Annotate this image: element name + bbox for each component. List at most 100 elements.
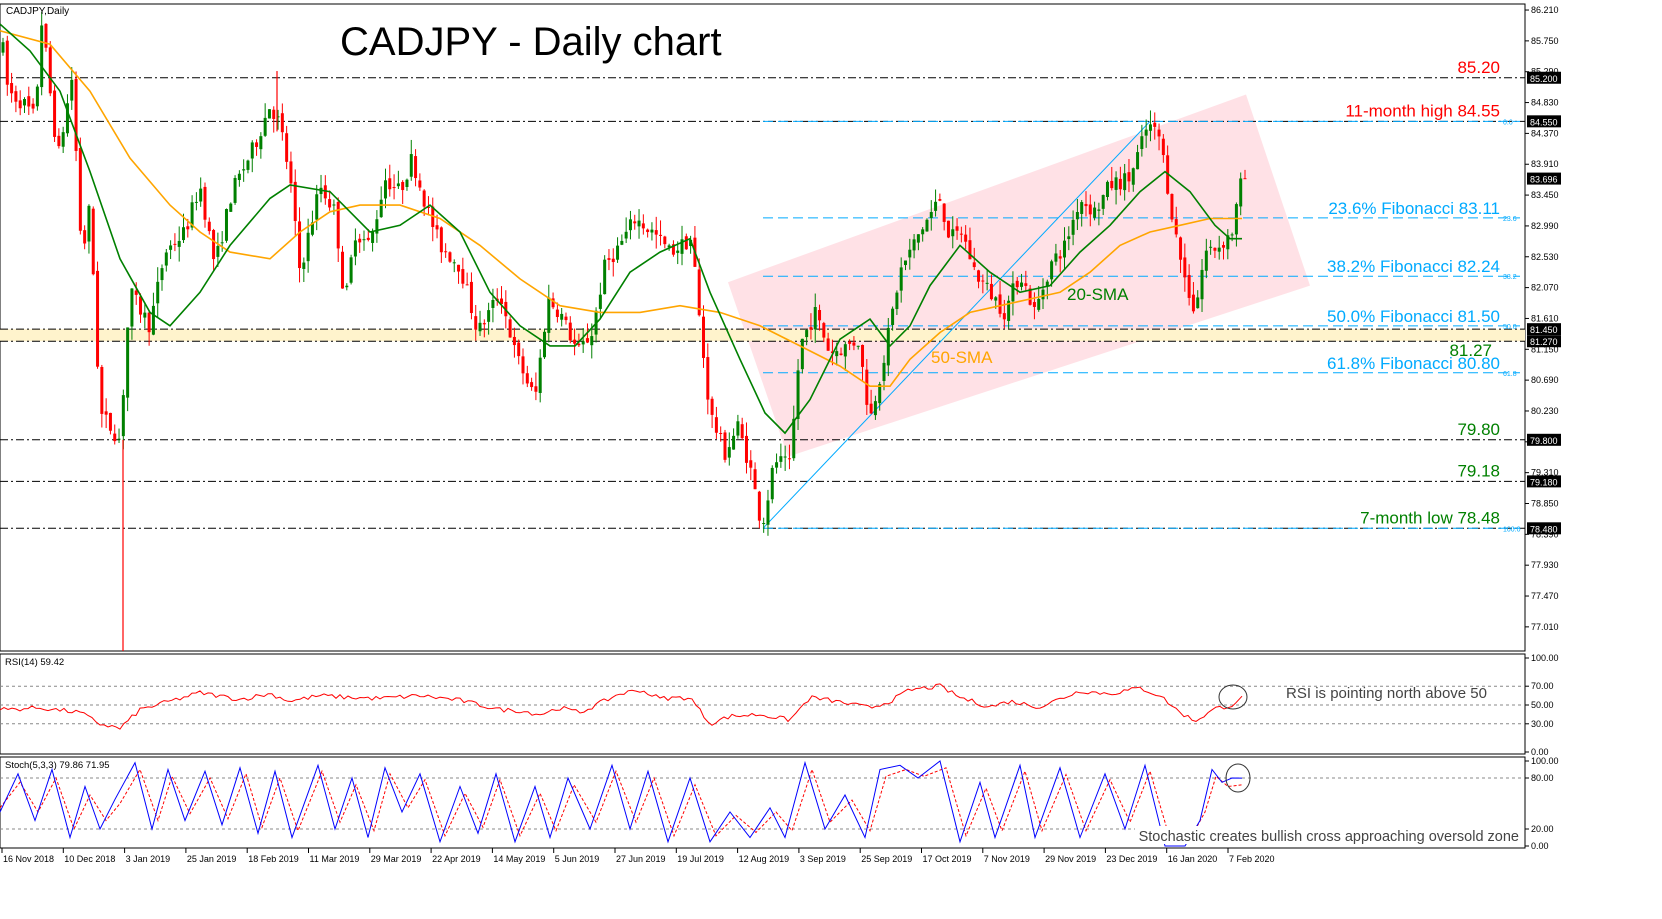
date-tick-label: 29 Nov 2019 xyxy=(1045,854,1096,864)
candle-body xyxy=(706,357,710,400)
price-tick-label: 80.230 xyxy=(1531,406,1559,416)
candle-body xyxy=(190,202,194,228)
price-tick-label: 83.450 xyxy=(1531,190,1559,200)
candle-body xyxy=(637,220,641,227)
candle-body xyxy=(1136,152,1140,170)
candle-body xyxy=(689,239,693,247)
candle-body xyxy=(461,269,465,284)
candle-body xyxy=(641,223,645,229)
price-tick-label: 78.850 xyxy=(1531,498,1559,508)
candle-body xyxy=(826,338,830,351)
price-tick-label: 83.910 xyxy=(1531,159,1559,169)
date-tick-label: 11 Mar 2019 xyxy=(310,854,360,864)
candle-body xyxy=(186,226,190,230)
candle-body xyxy=(624,231,628,239)
stoch-annotation: Stochastic creates bullish cross approac… xyxy=(1139,829,1519,845)
stoch-main-line xyxy=(0,760,1243,847)
candle-body xyxy=(156,281,160,304)
candle-body xyxy=(521,356,525,374)
fib-label-50.0: 50.0% Fibonacci 81.50 xyxy=(1327,307,1500,326)
candle-body xyxy=(951,229,955,237)
candle-body xyxy=(18,100,22,109)
candle-body xyxy=(676,250,680,253)
candle-body xyxy=(805,330,809,338)
date-axis: 16 Nov 2018 10 Dec 2018 3 Jan 2019 25 Jan 2… xyxy=(1,848,1275,864)
price-axis: 86.210 85.750 85.290 84.830 84.370 83.910 83.4… xyxy=(1525,5,1561,632)
candle-body xyxy=(255,142,259,147)
candle-body xyxy=(409,154,413,177)
candle-body xyxy=(959,233,963,235)
candle-body xyxy=(474,316,478,330)
date-tick-label: 25 Jan 2019 xyxy=(187,854,237,864)
rsi-line xyxy=(0,683,1243,730)
fibonacci-layer: 0.0 23.6 38.2 50.0 61.8 100.0 xyxy=(762,119,1521,533)
candle-body xyxy=(985,282,989,284)
candle-body xyxy=(1243,178,1247,180)
candle-body xyxy=(929,212,933,218)
date-tick-label: 5 Jun 2019 xyxy=(555,854,600,864)
candle-body xyxy=(164,252,168,266)
candle-body xyxy=(1054,253,1058,262)
stoch-tick-label: 0.00 xyxy=(1531,841,1549,851)
candle-body xyxy=(1179,237,1183,260)
zone-label: 81.27 xyxy=(1449,341,1492,360)
candle-body xyxy=(727,447,731,458)
candle-body xyxy=(478,322,482,332)
candle-body xyxy=(530,382,534,388)
candle-body xyxy=(972,262,976,268)
candle-body xyxy=(469,281,473,314)
axis-level-4-text: 78.480 xyxy=(1530,524,1558,534)
candle-body xyxy=(371,231,375,243)
candle-body xyxy=(568,322,572,341)
date-tick-label: 16 Jan 2020 xyxy=(1168,854,1218,864)
candle-body xyxy=(1037,298,1041,310)
candle-body xyxy=(628,219,632,231)
stoch-signal-line xyxy=(0,767,1243,840)
candle-body xyxy=(1114,177,1118,190)
candle-body xyxy=(96,270,100,367)
date-tick-label: 12 Aug 2019 xyxy=(739,854,790,864)
price-tick-label: 82.070 xyxy=(1531,283,1559,293)
candle-body xyxy=(1226,235,1230,250)
price-tick-label: 80.690 xyxy=(1531,375,1559,385)
axis-zone-bottom-box xyxy=(1527,335,1561,348)
candle-body xyxy=(1196,297,1200,309)
candle-body xyxy=(224,209,228,241)
candle-body xyxy=(534,386,538,392)
candle-body xyxy=(723,432,727,460)
candle-body xyxy=(263,117,267,136)
candle-body xyxy=(667,245,671,248)
candle-body xyxy=(710,398,714,415)
sma20-label: 20-SMA xyxy=(1067,285,1129,304)
candle-body xyxy=(736,421,740,436)
candle-body xyxy=(525,373,529,384)
candle-body xyxy=(134,290,138,295)
candle-body xyxy=(181,227,185,241)
candle-body xyxy=(276,116,280,118)
price-tick-label: 82.990 xyxy=(1531,221,1559,231)
candle-body xyxy=(938,199,942,201)
candle-body xyxy=(616,245,620,260)
candle-body xyxy=(744,435,748,463)
candle-body xyxy=(61,132,65,147)
fib-label-61.8: 61.8% Fibonacci 80.80 xyxy=(1327,354,1500,373)
candle-body xyxy=(27,96,31,107)
candle-body xyxy=(396,183,400,187)
axis-zone-top-box xyxy=(1527,323,1561,336)
level-label-1: 11-month high 84.55 xyxy=(1345,101,1500,120)
fib-level-61.8: 61.8 xyxy=(1503,371,1517,378)
candle-body xyxy=(659,234,663,236)
stoch-highlight-circle xyxy=(1225,763,1251,793)
candle-body xyxy=(302,262,306,269)
candle-body xyxy=(822,323,826,338)
candle-body xyxy=(1015,280,1019,288)
candle-body xyxy=(964,234,968,242)
candle-body xyxy=(512,336,516,346)
candle-body xyxy=(1097,209,1101,211)
fib-level-100.0: 100.0 xyxy=(1503,526,1521,533)
candle-body xyxy=(1200,269,1204,300)
candle-body xyxy=(732,435,736,450)
candle-body xyxy=(1067,236,1071,240)
candle-body xyxy=(1161,138,1165,156)
axis-zone-bottom-text: 81.270 xyxy=(1530,337,1558,347)
